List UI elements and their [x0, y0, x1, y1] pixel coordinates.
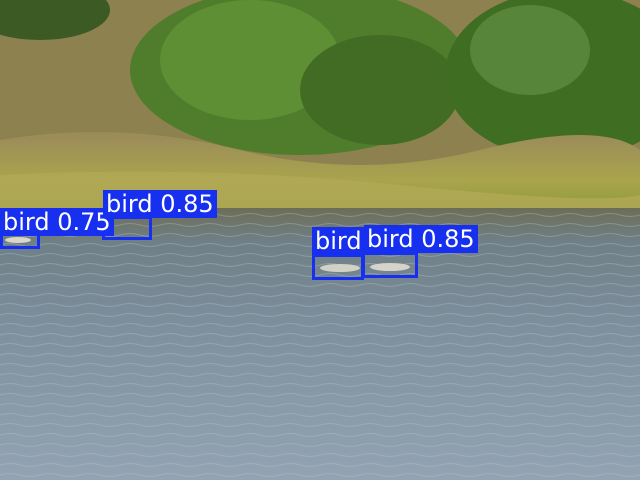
detection-class: bird: [315, 227, 362, 255]
detection-box-4: [362, 252, 418, 278]
detection-class: bird: [106, 190, 153, 218]
detection-label-1: bird 0.75: [0, 208, 114, 236]
bird-1: [5, 237, 31, 243]
detection-confidence: 0.85: [421, 225, 475, 253]
detection-class: bird: [3, 208, 50, 236]
bird-3: [320, 264, 360, 272]
detection-label-2: bird 0.85: [103, 190, 217, 218]
shrub-left: [0, 0, 110, 40]
detection-box-3: [312, 254, 364, 280]
detection-confidence: 0.75: [57, 208, 111, 236]
detection-confidence: 0.85: [160, 190, 214, 218]
detection-label-3: bird: [312, 227, 365, 255]
detection-label-4: bird 0.85: [364, 225, 478, 253]
detection-class: bird: [367, 225, 414, 253]
bird-4: [370, 263, 410, 271]
